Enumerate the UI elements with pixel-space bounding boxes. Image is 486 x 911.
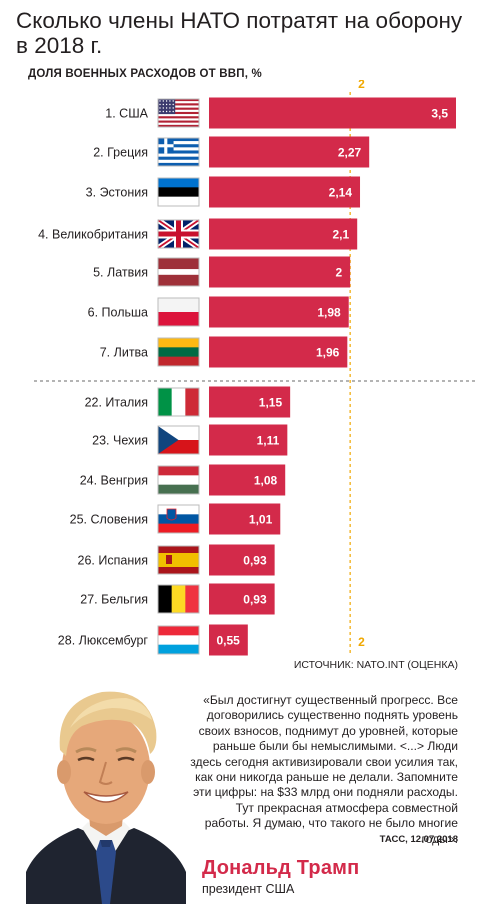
- value-label: 1,08: [254, 474, 278, 488]
- chart-title: Сколько члены НАТО потратят на оборону в…: [16, 8, 463, 58]
- bar: [209, 386, 291, 418]
- bar: [209, 424, 288, 456]
- category-label: 22. Италия: [85, 396, 148, 410]
- value-label: 1,96: [316, 346, 340, 360]
- value-label: 0,55: [216, 634, 240, 648]
- category-label: 28. Люксембург: [58, 634, 149, 648]
- bar: [209, 136, 370, 168]
- value-label: 2,14: [329, 186, 353, 200]
- bar: [209, 544, 275, 576]
- source-note: ИСТОЧНИК: NATO.INT (ОЦЕНКА): [293, 659, 458, 671]
- value-label: 3,5: [431, 107, 448, 121]
- bar: [209, 464, 286, 496]
- bar: [209, 503, 281, 535]
- category-label: 27. Бельгия: [80, 593, 148, 607]
- bar: [209, 583, 275, 615]
- value-label: 1,01: [249, 513, 273, 527]
- bar: [209, 624, 248, 656]
- flag-spain-icon: [157, 545, 200, 575]
- flag-latvia-icon: [157, 257, 200, 287]
- value-label: 0,93: [243, 554, 267, 568]
- flag-belgium-icon: [157, 584, 200, 614]
- chart-subtitle: ДОЛЯ ВОЕННЫХ РАСХОДОВ ОТ ВВП, %: [28, 68, 262, 80]
- bar: [209, 97, 456, 129]
- value-label: 1,11: [257, 434, 280, 448]
- bar: [209, 296, 349, 328]
- category-label: 25. Словения: [70, 513, 148, 527]
- category-label: 3. Эстония: [86, 186, 148, 200]
- bar: [209, 336, 348, 368]
- category-label: 5. Латвия: [93, 266, 148, 280]
- flag-luxembourg-icon: [157, 625, 200, 655]
- flag-uk-icon: [156, 217, 201, 251]
- category-label: 1. США: [105, 107, 148, 121]
- category-label: 6. Польша: [88, 306, 148, 320]
- category-label: 7. Литва: [100, 346, 148, 360]
- flag-czechia-icon: [157, 425, 200, 455]
- bar: [209, 256, 351, 288]
- category-label: 2. Греция: [93, 146, 148, 160]
- flag-slovenia-icon: [157, 504, 200, 534]
- person-name: Дональд Трамп: [202, 857, 360, 879]
- bar: [209, 176, 361, 208]
- flag-estonia-icon: [157, 177, 200, 207]
- reference-label: 2: [358, 80, 365, 91]
- flag-greece-icon: [157, 137, 200, 167]
- flag-poland-icon: [157, 297, 200, 327]
- flag-lithuania-icon: [157, 337, 200, 367]
- flag-italy-icon: [157, 387, 200, 417]
- value-label: 0,93: [243, 593, 267, 607]
- reference-label: 2: [358, 635, 365, 649]
- bar: [209, 218, 358, 250]
- flag-hungary-icon: [157, 465, 200, 495]
- value-label: 1,15: [259, 396, 283, 410]
- category-label: 23. Чехия: [92, 434, 148, 448]
- category-label: 4. Великобритания: [38, 228, 148, 242]
- category-label: 24. Венгрия: [80, 474, 148, 488]
- portrait-icon: [26, 691, 186, 904]
- quote-source: ТАСС, 12.07.2018: [379, 834, 458, 845]
- person-role: президент США: [202, 882, 295, 896]
- flag-usa-icon: [157, 98, 200, 128]
- bar-chart: 2 2 1. США 3,5 2. Греция 2,27 3. Эстония 2,14 4.…: [34, 80, 476, 656]
- value-label: 2: [335, 266, 342, 280]
- category-label: 26. Испания: [78, 554, 148, 568]
- value-label: 1,98: [317, 306, 341, 320]
- value-label: 2,27: [338, 146, 362, 160]
- value-label: 2,1: [333, 228, 350, 242]
- quote-text: «Был достигнут существенный прогресс. Вс…: [190, 693, 458, 846]
